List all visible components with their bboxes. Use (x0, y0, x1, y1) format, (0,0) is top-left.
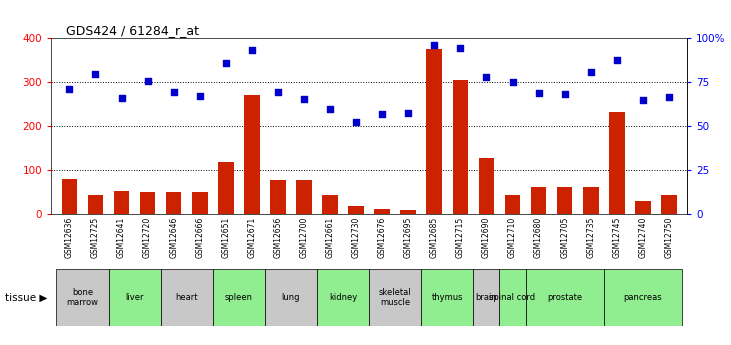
Text: spinal cord: spinal cord (490, 293, 536, 302)
Text: GSM12730: GSM12730 (352, 217, 360, 258)
Bar (604, 269, 682, 326)
Text: GSM12636: GSM12636 (65, 217, 74, 258)
Point (325, 107, 336, 112)
Text: GSM12671: GSM12671 (247, 217, 257, 258)
Text: GSM12710: GSM12710 (508, 217, 517, 258)
Bar (401, 209, 416, 214)
Text: brain: brain (476, 293, 497, 302)
Text: GSM12656: GSM12656 (273, 217, 282, 258)
Bar (369, 269, 421, 326)
Bar (426, 49, 442, 214)
Bar (374, 209, 390, 214)
Bar (531, 187, 546, 214)
Bar (270, 180, 286, 214)
Point (272, 89, 284, 95)
Text: thymus: thymus (431, 293, 463, 302)
Bar (474, 269, 499, 326)
Bar (296, 180, 312, 214)
Text: spleen: spleen (225, 293, 253, 302)
Point (90, 71, 102, 77)
Text: GSM12720: GSM12720 (143, 217, 152, 258)
Bar (213, 269, 265, 326)
Bar (56, 269, 108, 326)
Text: pancreas: pancreas (624, 293, 662, 302)
Point (480, 74, 492, 79)
Point (402, 110, 414, 116)
Text: GSM12705: GSM12705 (560, 217, 569, 258)
Bar (61, 179, 77, 214)
Bar (504, 195, 520, 214)
Text: GSM12685: GSM12685 (430, 217, 439, 258)
Point (298, 96, 310, 101)
Bar (88, 195, 103, 214)
Point (428, 42, 440, 48)
Text: heart: heart (175, 293, 198, 302)
Bar (635, 201, 651, 214)
Text: GSM12646: GSM12646 (169, 217, 178, 258)
Text: GSM12661: GSM12661 (325, 217, 335, 258)
Text: GSM12725: GSM12725 (91, 217, 100, 258)
Text: GSM12700: GSM12700 (300, 217, 308, 258)
Text: GDS424 / 61284_r_at: GDS424 / 61284_r_at (66, 24, 199, 37)
Bar (499, 269, 526, 326)
Point (611, 57, 623, 63)
Point (115, 95, 127, 100)
Point (507, 79, 518, 85)
Bar (218, 162, 234, 214)
Text: GSM12740: GSM12740 (638, 217, 648, 258)
Point (220, 60, 232, 65)
Text: lung: lung (281, 293, 300, 302)
Point (585, 69, 596, 75)
Bar (114, 191, 129, 214)
Bar (479, 158, 494, 214)
Point (350, 120, 362, 125)
Bar (161, 269, 213, 326)
Text: GSM12715: GSM12715 (456, 217, 465, 258)
Text: tissue ▶: tissue ▶ (5, 293, 48, 303)
Bar (108, 269, 161, 326)
Text: GSM12676: GSM12676 (378, 217, 387, 258)
Bar (265, 269, 317, 326)
Point (376, 111, 388, 116)
Point (637, 97, 648, 102)
Point (194, 93, 205, 99)
Text: GSM12651: GSM12651 (221, 217, 230, 258)
Text: skeletal
muscle: skeletal muscle (379, 288, 412, 307)
Bar (348, 206, 364, 214)
Text: kidney: kidney (329, 293, 357, 302)
Point (64, 86, 75, 92)
Bar (244, 95, 260, 214)
Bar (166, 192, 181, 214)
Bar (322, 195, 338, 214)
Text: bone
marrow: bone marrow (67, 288, 99, 307)
Point (142, 78, 154, 84)
Bar (452, 80, 468, 214)
Bar (661, 195, 677, 214)
Text: GSM12745: GSM12745 (613, 217, 621, 258)
Text: GSM12695: GSM12695 (404, 217, 413, 258)
Text: GSM12666: GSM12666 (195, 217, 204, 258)
Point (663, 94, 675, 100)
Point (246, 48, 258, 53)
Text: prostate: prostate (547, 293, 582, 302)
Text: liver: liver (125, 293, 144, 302)
Point (455, 45, 466, 50)
Bar (421, 269, 474, 326)
Bar (609, 112, 624, 214)
Point (533, 91, 545, 96)
Text: GSM12680: GSM12680 (534, 217, 543, 258)
Text: GSM12735: GSM12735 (586, 217, 595, 258)
Point (558, 91, 570, 97)
Bar (317, 269, 369, 326)
Text: GSM12690: GSM12690 (482, 217, 491, 258)
Bar (140, 192, 156, 214)
Bar (192, 192, 208, 214)
Text: GSM12641: GSM12641 (117, 217, 126, 258)
Bar (526, 269, 604, 326)
Text: GSM12750: GSM12750 (664, 217, 673, 258)
Bar (557, 187, 572, 214)
Point (168, 89, 180, 95)
Bar (583, 187, 599, 214)
